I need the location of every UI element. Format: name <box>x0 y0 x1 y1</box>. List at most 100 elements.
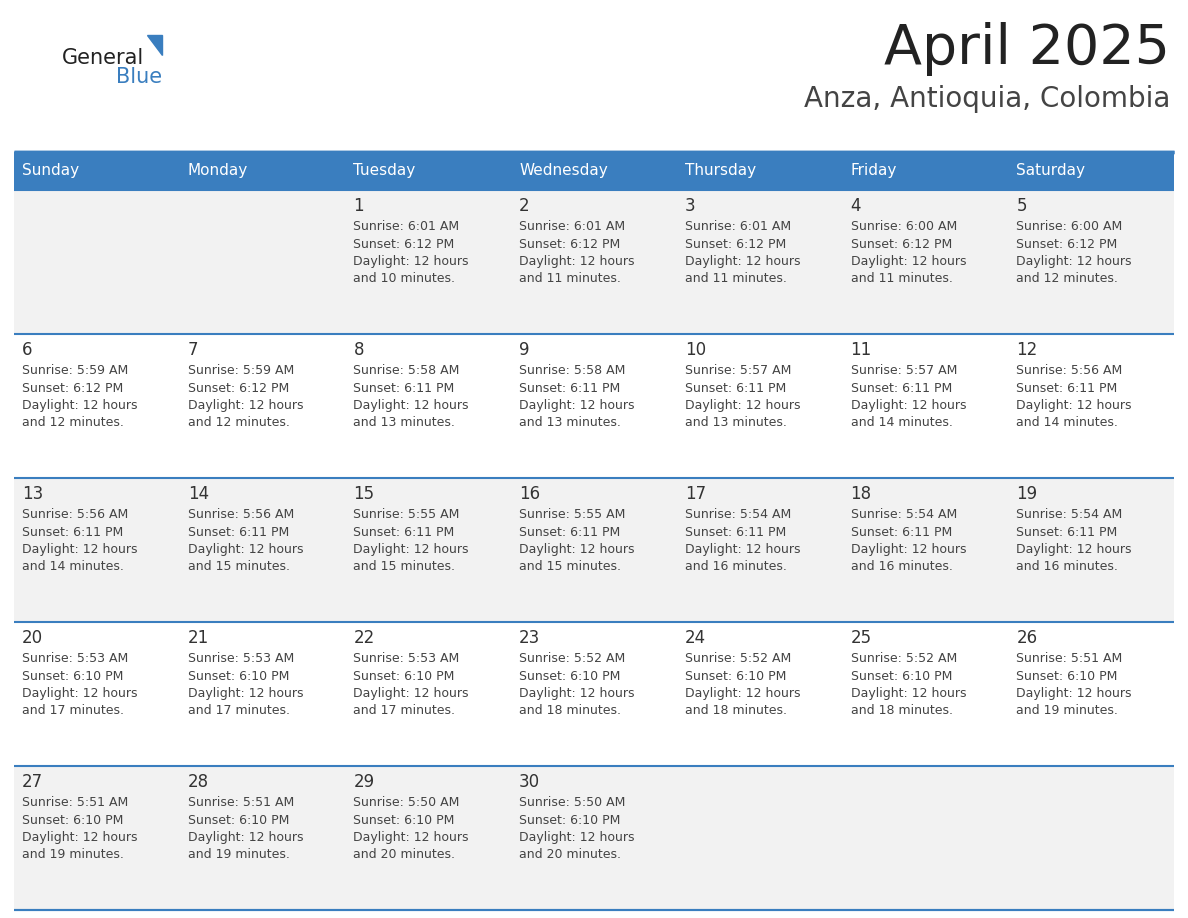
Text: and 19 minutes.: and 19 minutes. <box>23 848 124 861</box>
Text: 10: 10 <box>684 341 706 359</box>
Text: 28: 28 <box>188 773 209 791</box>
Text: Sunset: 6:11 PM: Sunset: 6:11 PM <box>684 525 786 539</box>
Text: Sunrise: 5:50 AM: Sunrise: 5:50 AM <box>353 796 460 809</box>
Text: Sunset: 6:10 PM: Sunset: 6:10 PM <box>1016 669 1118 682</box>
Text: and 16 minutes.: and 16 minutes. <box>851 561 953 574</box>
Text: and 16 minutes.: and 16 minutes. <box>1016 561 1118 574</box>
Text: Sunset: 6:11 PM: Sunset: 6:11 PM <box>353 382 455 395</box>
Bar <box>346 152 511 190</box>
Text: and 18 minutes.: and 18 minutes. <box>519 704 621 718</box>
Polygon shape <box>147 35 162 55</box>
Text: 4: 4 <box>851 197 861 215</box>
Text: 7: 7 <box>188 341 198 359</box>
Text: and 20 minutes.: and 20 minutes. <box>519 848 621 861</box>
Text: Friday: Friday <box>851 163 897 178</box>
Text: Sunset: 6:11 PM: Sunset: 6:11 PM <box>519 382 620 395</box>
Text: and 11 minutes.: and 11 minutes. <box>519 273 621 285</box>
Text: Sunrise: 5:55 AM: Sunrise: 5:55 AM <box>519 508 626 521</box>
Text: Daylight: 12 hours: Daylight: 12 hours <box>684 543 801 556</box>
Text: Sunrise: 5:58 AM: Sunrise: 5:58 AM <box>519 364 626 377</box>
Text: Daylight: 12 hours: Daylight: 12 hours <box>851 399 966 412</box>
Text: Sunset: 6:10 PM: Sunset: 6:10 PM <box>684 669 786 682</box>
Text: Sunset: 6:11 PM: Sunset: 6:11 PM <box>851 525 952 539</box>
Text: Sunset: 6:10 PM: Sunset: 6:10 PM <box>519 669 620 682</box>
Text: Daylight: 12 hours: Daylight: 12 hours <box>684 687 801 700</box>
Text: Daylight: 12 hours: Daylight: 12 hours <box>519 399 634 412</box>
Text: Sunset: 6:12 PM: Sunset: 6:12 PM <box>23 382 124 395</box>
Text: and 12 minutes.: and 12 minutes. <box>1016 273 1118 285</box>
Text: Sunset: 6:10 PM: Sunset: 6:10 PM <box>188 813 289 826</box>
Text: and 18 minutes.: and 18 minutes. <box>684 704 786 718</box>
Text: Sunset: 6:10 PM: Sunset: 6:10 PM <box>188 669 289 682</box>
Text: Sunrise: 5:54 AM: Sunrise: 5:54 AM <box>684 508 791 521</box>
Text: 9: 9 <box>519 341 530 359</box>
Text: Sunrise: 5:51 AM: Sunrise: 5:51 AM <box>188 796 293 809</box>
Bar <box>842 152 1009 190</box>
Text: Sunrise: 5:52 AM: Sunrise: 5:52 AM <box>684 652 791 665</box>
Text: and 15 minutes.: and 15 minutes. <box>188 561 290 574</box>
Text: Wednesday: Wednesday <box>519 163 608 178</box>
Text: and 15 minutes.: and 15 minutes. <box>353 561 455 574</box>
Text: 30: 30 <box>519 773 541 791</box>
Bar <box>179 152 346 190</box>
Text: Sunset: 6:11 PM: Sunset: 6:11 PM <box>353 525 455 539</box>
Text: Sunrise: 5:57 AM: Sunrise: 5:57 AM <box>851 364 958 377</box>
Text: and 11 minutes.: and 11 minutes. <box>684 273 786 285</box>
Text: Sunrise: 5:54 AM: Sunrise: 5:54 AM <box>851 508 956 521</box>
Text: 2: 2 <box>519 197 530 215</box>
Text: 29: 29 <box>353 773 374 791</box>
Text: Daylight: 12 hours: Daylight: 12 hours <box>851 255 966 268</box>
Text: and 18 minutes.: and 18 minutes. <box>851 704 953 718</box>
Text: 13: 13 <box>23 485 43 503</box>
Text: Sunrise: 6:01 AM: Sunrise: 6:01 AM <box>519 220 625 233</box>
Text: Daylight: 12 hours: Daylight: 12 hours <box>188 399 303 412</box>
Text: and 17 minutes.: and 17 minutes. <box>353 704 455 718</box>
Text: Sunrise: 5:57 AM: Sunrise: 5:57 AM <box>684 364 791 377</box>
Text: and 15 minutes.: and 15 minutes. <box>519 561 621 574</box>
Text: Sunrise: 5:53 AM: Sunrise: 5:53 AM <box>188 652 293 665</box>
Text: 22: 22 <box>353 629 374 647</box>
Text: and 20 minutes.: and 20 minutes. <box>353 848 455 861</box>
Text: and 13 minutes.: and 13 minutes. <box>519 417 621 430</box>
Text: Daylight: 12 hours: Daylight: 12 hours <box>1016 687 1132 700</box>
Text: Thursday: Thursday <box>684 163 756 178</box>
Bar <box>677 152 842 190</box>
Text: Sunrise: 5:56 AM: Sunrise: 5:56 AM <box>1016 364 1123 377</box>
Text: 12: 12 <box>1016 341 1037 359</box>
Text: Daylight: 12 hours: Daylight: 12 hours <box>23 831 138 844</box>
Text: Daylight: 12 hours: Daylight: 12 hours <box>353 399 469 412</box>
Text: and 17 minutes.: and 17 minutes. <box>188 704 290 718</box>
Text: 15: 15 <box>353 485 374 503</box>
Text: Sunrise: 5:52 AM: Sunrise: 5:52 AM <box>519 652 625 665</box>
Text: Sunrise: 6:01 AM: Sunrise: 6:01 AM <box>684 220 791 233</box>
Text: Sunset: 6:12 PM: Sunset: 6:12 PM <box>1016 238 1118 251</box>
Text: Daylight: 12 hours: Daylight: 12 hours <box>188 543 303 556</box>
Text: and 19 minutes.: and 19 minutes. <box>1016 704 1118 718</box>
Text: Daylight: 12 hours: Daylight: 12 hours <box>1016 543 1132 556</box>
Text: 27: 27 <box>23 773 43 791</box>
Bar <box>14 190 1174 334</box>
Text: Sunrise: 5:56 AM: Sunrise: 5:56 AM <box>23 508 128 521</box>
Bar <box>14 334 1174 478</box>
Text: and 14 minutes.: and 14 minutes. <box>851 417 953 430</box>
Text: Sunrise: 5:51 AM: Sunrise: 5:51 AM <box>23 796 128 809</box>
Text: and 12 minutes.: and 12 minutes. <box>23 417 124 430</box>
Text: Sunset: 6:12 PM: Sunset: 6:12 PM <box>684 238 786 251</box>
Bar <box>1009 152 1174 190</box>
Bar <box>14 622 1174 766</box>
Bar <box>14 478 1174 622</box>
Text: Sunset: 6:11 PM: Sunset: 6:11 PM <box>851 382 952 395</box>
Text: Sunset: 6:11 PM: Sunset: 6:11 PM <box>1016 525 1118 539</box>
Text: Daylight: 12 hours: Daylight: 12 hours <box>188 831 303 844</box>
Text: Daylight: 12 hours: Daylight: 12 hours <box>1016 255 1132 268</box>
Text: Sunday: Sunday <box>23 163 80 178</box>
Text: Sunset: 6:11 PM: Sunset: 6:11 PM <box>23 525 124 539</box>
Text: Daylight: 12 hours: Daylight: 12 hours <box>684 255 801 268</box>
Text: Anza, Antioquia, Colombia: Anza, Antioquia, Colombia <box>803 85 1170 113</box>
Text: 1: 1 <box>353 197 364 215</box>
Text: Sunset: 6:12 PM: Sunset: 6:12 PM <box>188 382 289 395</box>
Text: Sunset: 6:12 PM: Sunset: 6:12 PM <box>851 238 952 251</box>
Text: and 14 minutes.: and 14 minutes. <box>23 561 124 574</box>
Text: Sunrise: 5:51 AM: Sunrise: 5:51 AM <box>1016 652 1123 665</box>
Text: 23: 23 <box>519 629 541 647</box>
